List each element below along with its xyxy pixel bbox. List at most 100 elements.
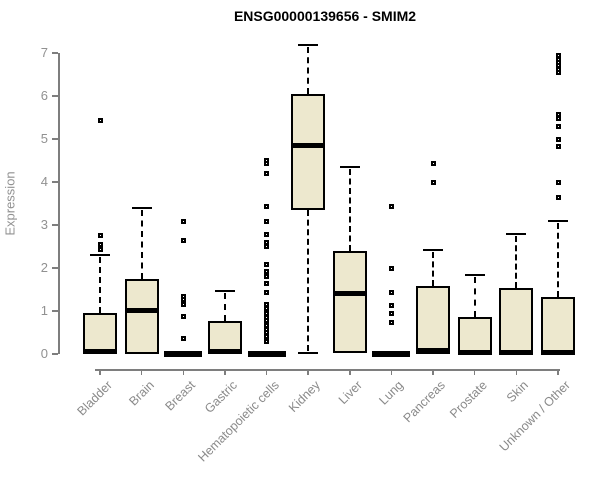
- y-tick: [52, 138, 58, 140]
- upper-whisker-cap: [548, 219, 568, 222]
- outlier-point: [264, 338, 270, 344]
- y-tick-label: 2: [40, 260, 48, 275]
- box-9: [457, 317, 492, 354]
- y-tick-label: 0: [40, 346, 48, 361]
- median-line: [124, 307, 159, 313]
- box-5: [291, 93, 326, 210]
- flat-box-4: [247, 351, 286, 357]
- box-10: [499, 288, 534, 354]
- upper-whisker: [515, 236, 518, 289]
- outlier-point: [555, 52, 561, 58]
- outlier-point: [180, 294, 186, 300]
- outlier-point: [180, 218, 186, 224]
- outlier-point: [264, 171, 270, 177]
- outlier-point: [264, 269, 270, 275]
- y-axis-line: [58, 53, 60, 354]
- upper-whisker-cap: [339, 165, 360, 168]
- x-tick: [99, 369, 101, 375]
- median-line: [499, 349, 534, 355]
- y-axis-label: Expression: [2, 171, 18, 236]
- outlier-point: [264, 239, 270, 245]
- median-line: [207, 349, 242, 355]
- outlier-point: [264, 203, 270, 209]
- x-tick: [557, 369, 559, 375]
- y-tick-label: 5: [40, 131, 48, 146]
- outlier-point: [430, 180, 436, 186]
- chart-title: ENSG00000139656 - SMIM2: [233, 8, 417, 24]
- outlier-point: [97, 117, 103, 123]
- upper-whisker-cap: [131, 206, 152, 209]
- outlier-point: [555, 116, 561, 122]
- outlier-point: [97, 247, 103, 253]
- outlier-point: [264, 281, 270, 287]
- outlier-point: [97, 233, 103, 239]
- outlier-point: [555, 180, 561, 186]
- x-tick: [515, 369, 518, 375]
- upper-whisker: [140, 209, 143, 280]
- median-line: [291, 142, 326, 148]
- x-tick: [432, 369, 434, 375]
- outlier-point: [388, 204, 394, 210]
- upper-whisker: [348, 168, 351, 251]
- outlier-point: [264, 231, 270, 237]
- outlier-point: [555, 111, 561, 117]
- lower-whisker-cap: [298, 351, 319, 354]
- outlier-point: [264, 290, 270, 296]
- box-0: [83, 313, 117, 354]
- outlier-point: [388, 265, 394, 271]
- y-tick-label: 6: [40, 88, 48, 103]
- outlier-point: [264, 322, 270, 328]
- upper-whisker-cap: [214, 289, 235, 292]
- upper-whisker: [99, 257, 101, 314]
- outlier-point: [555, 136, 561, 142]
- median-line: [416, 348, 451, 354]
- upper-whisker: [473, 276, 476, 317]
- median-line: [332, 291, 367, 297]
- y-tick: [52, 52, 58, 54]
- y-tick: [52, 353, 58, 355]
- outlier-point: [264, 261, 270, 267]
- upper-whisker-cap: [506, 233, 527, 236]
- x-tick: [473, 369, 476, 375]
- outlier-point: [388, 290, 394, 296]
- outlier-point: [555, 195, 561, 201]
- x-tick: [140, 369, 143, 375]
- x-tick-label: Unknown / Other: [496, 378, 573, 455]
- y-tick-label: 3: [40, 217, 48, 232]
- flat-box-7: [372, 351, 411, 357]
- outlier-point: [264, 302, 270, 308]
- median-line: [83, 349, 117, 355]
- outlier-point: [430, 160, 436, 166]
- y-tick-label: 7: [40, 45, 48, 60]
- x-tick: [390, 369, 393, 375]
- x-tick: [349, 369, 351, 375]
- x-tick: [307, 369, 309, 375]
- x-tick: [265, 369, 268, 375]
- upper-whisker-cap: [423, 248, 444, 251]
- y-tick: [52, 224, 58, 226]
- outlier-point: [388, 303, 394, 309]
- upper-whisker: [557, 222, 559, 297]
- lower-whisker: [307, 209, 310, 351]
- x-tick: [224, 369, 226, 375]
- median-line: [541, 350, 575, 356]
- outlier-point: [180, 237, 186, 243]
- y-tick: [52, 95, 58, 97]
- outlier-point: [555, 123, 561, 129]
- box-1: [124, 279, 159, 354]
- outlier-point: [264, 310, 270, 316]
- outlier-point: [388, 310, 394, 316]
- y-tick: [52, 267, 58, 269]
- outlier-point: [388, 319, 394, 325]
- upper-whisker: [432, 251, 435, 287]
- flat-box-2: [164, 351, 203, 357]
- upper-whisker: [223, 292, 226, 321]
- upper-whisker-cap: [90, 254, 110, 257]
- y-tick: [52, 310, 58, 312]
- upper-whisker-cap: [464, 273, 485, 276]
- box-3: [207, 320, 242, 354]
- outlier-point: [97, 241, 103, 247]
- box-6: [332, 250, 367, 354]
- box-8: [416, 286, 451, 354]
